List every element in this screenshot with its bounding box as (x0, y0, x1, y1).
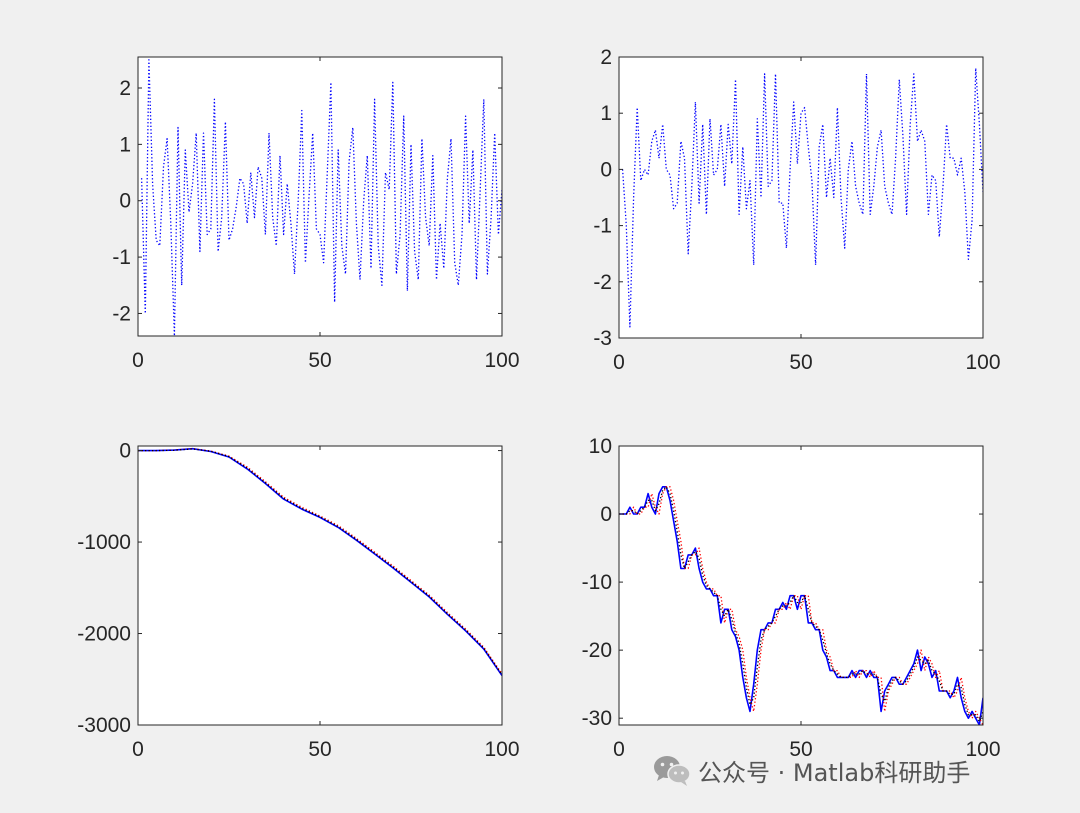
y-tick-label: 0 (600, 158, 612, 181)
x-tick-label: 0 (132, 738, 144, 761)
x-tick-label: 0 (132, 349, 144, 372)
wechat-icon (654, 756, 691, 786)
series-line-3 (619, 486, 983, 723)
x-tick-label: 50 (789, 738, 812, 761)
subplot-1: 0 50 100 2 1 0 -1 -2 (112, 56, 520, 372)
y-tick-label: -2000 (77, 623, 131, 646)
series-line-3 (138, 448, 502, 676)
y-tick-label: -3 (593, 327, 612, 350)
watermark-text: 公众号 · Matlab科研助手 (698, 758, 971, 787)
subplot-3: 0 50 100 0 -1000 -2000 -3000 (77, 440, 519, 761)
x-tick-label: 100 (965, 351, 1000, 374)
y-tick-label: -3000 (77, 714, 131, 737)
y-tick-label: -30 (582, 707, 612, 730)
axes-background (138, 57, 502, 336)
y-tick-label: 2 (600, 46, 612, 69)
x-tick-label: 100 (484, 349, 519, 372)
y-tick-label: 0 (600, 503, 612, 526)
y-tick-label: 0 (119, 190, 131, 213)
series-line-1 (619, 485, 983, 725)
y-tick-label: -1 (593, 215, 612, 238)
x-tick-label: 50 (308, 738, 331, 761)
subplot-2: 0 50 100 2 1 0 -1 -2 -3 (593, 46, 1000, 374)
series-line-2 (619, 486, 983, 725)
axes-background (619, 446, 983, 725)
y-tick-label: -20 (582, 639, 612, 662)
y-tick-label: -1 (112, 246, 131, 269)
y-tick-label: -10 (582, 571, 612, 594)
watermark: 公众号 · Matlab科研助手 (652, 752, 970, 788)
x-tick-label: 50 (789, 351, 812, 374)
axes-background (619, 57, 983, 338)
y-tick-label: 1 (119, 133, 131, 156)
y-tick-label: 2 (119, 77, 131, 100)
y-tick-label: -2 (112, 302, 131, 325)
y-tick-label: 1 (600, 102, 612, 125)
series-line-1 (140, 59, 502, 336)
series-line-1 (621, 67, 983, 328)
y-tick-label: -2 (593, 271, 612, 294)
x-tick-label: 0 (613, 351, 625, 374)
y-tick-label: -1000 (77, 531, 131, 554)
y-tick-label: 0 (119, 440, 131, 463)
x-tick-label: 0 (613, 738, 625, 761)
x-tick-label: 100 (965, 738, 1000, 761)
x-tick-label: 100 (484, 738, 519, 761)
x-tick-label: 50 (308, 349, 331, 372)
axes-background (138, 446, 502, 725)
y-tick-label: 10 (589, 435, 612, 458)
